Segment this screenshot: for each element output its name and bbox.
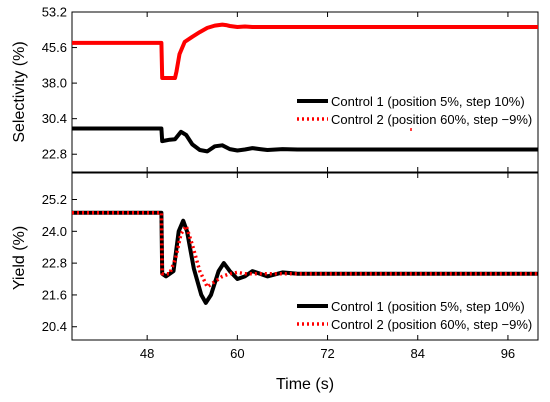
top-y-tick-label: 38.0	[42, 76, 67, 91]
x-tick-label: 48	[140, 346, 154, 361]
top-y-tick-label: 22.8	[42, 147, 67, 162]
top-series-2-line	[72, 126, 538, 154]
bottom-panel-frame	[71, 172, 539, 341]
top-panel-frame	[71, 11, 539, 173]
x-tick-label: 96	[501, 346, 515, 361]
top-series-1-line	[72, 22, 538, 80]
top-legend: Control 1 (position 5%, step 10%) Contro…	[297, 94, 532, 127]
bottom-y-tick-label: 24.0	[42, 224, 67, 239]
bottom-y-axis-title: Yield (%)	[11, 226, 28, 290]
bottom-y-tick-label: 25.2	[42, 192, 67, 207]
bottom-y-tick-label: 22.8	[42, 256, 67, 271]
top-y-tick-label: 45.6	[42, 40, 67, 55]
bottom-legend: Control 1 (position 5%, step 10%) Contro…	[297, 299, 532, 332]
bottom-legend-label-1: Control 1 (position 5%, step 10%)	[331, 299, 525, 314]
bottom-y-tick-label: 21.6	[42, 287, 67, 302]
bottom-series-1-line	[72, 210, 538, 305]
top-legend-label-1: Control 1 (position 5%, step 10%)	[331, 94, 525, 109]
bottom-legend-label-2: Control 2 (position 60%, step −9%)	[331, 317, 532, 332]
bottom-series-2-line	[72, 211, 538, 289]
x-tick-label: 72	[320, 346, 334, 361]
top-y-tick-label: 53.2	[42, 5, 67, 20]
bottom-y-tick-label: 20.4	[42, 319, 67, 334]
top-legend-label-2: Control 2 (position 60%, step −9%)	[331, 112, 532, 127]
top-y-axis-title: Selectivity (%)	[11, 41, 28, 142]
x-tick-label: 84	[411, 346, 425, 361]
top-y-tick-label: 30.4	[42, 111, 67, 126]
x-tick-label: 60	[230, 346, 244, 361]
x-axis-title: Time (s)	[276, 376, 334, 393]
